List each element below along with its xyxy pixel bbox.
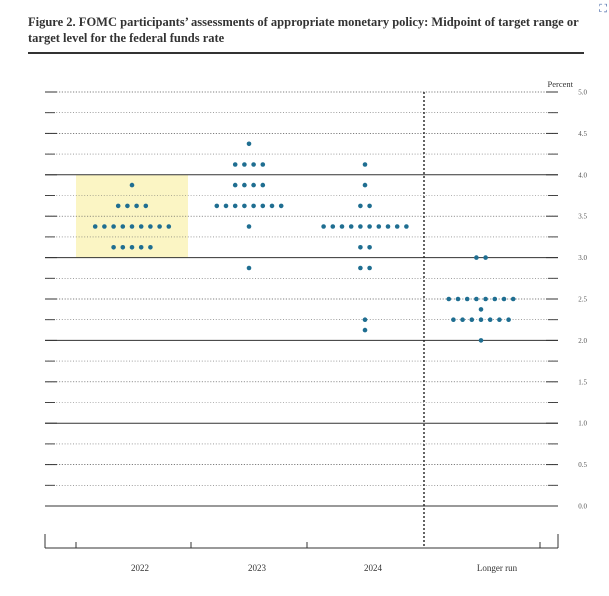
participant-dot bbox=[451, 317, 456, 323]
participant-dot bbox=[358, 203, 363, 209]
participant-dot bbox=[483, 255, 488, 260]
participant-dot bbox=[138, 224, 144, 229]
y-tick-label: 3.5 bbox=[578, 213, 587, 221]
participant-dot bbox=[358, 245, 363, 250]
participant-dot bbox=[138, 245, 144, 250]
participant-dot bbox=[111, 224, 116, 229]
participant-dot bbox=[134, 203, 139, 209]
participant-dot bbox=[120, 224, 126, 229]
participant-dot bbox=[510, 296, 516, 302]
participant-dot bbox=[483, 296, 488, 302]
x-category-label: 2022 bbox=[131, 563, 149, 573]
participant-dot bbox=[362, 317, 368, 323]
title-rule bbox=[28, 52, 584, 54]
participant-dot bbox=[376, 224, 382, 229]
participant-dot bbox=[166, 224, 172, 229]
participant-dot bbox=[362, 182, 368, 188]
participant-dot bbox=[367, 224, 372, 229]
participant-dot bbox=[474, 296, 479, 302]
participant-dot bbox=[125, 203, 130, 209]
participant-dot bbox=[385, 224, 391, 229]
participant-dot bbox=[157, 224, 162, 229]
participant-dot bbox=[367, 245, 372, 250]
participant-dot bbox=[464, 296, 470, 302]
participant-dot bbox=[246, 141, 252, 147]
participant-dot bbox=[260, 182, 266, 188]
participant-dot bbox=[214, 203, 220, 209]
participant-dot bbox=[501, 296, 507, 302]
participant-dot bbox=[129, 224, 135, 229]
participant-dot bbox=[446, 296, 452, 302]
participant-dot bbox=[478, 338, 484, 343]
participant-dot bbox=[260, 162, 266, 167]
participant-dot bbox=[362, 327, 368, 333]
participant-dot bbox=[487, 317, 493, 323]
participant-dot bbox=[120, 245, 126, 250]
participant-dot bbox=[469, 317, 475, 323]
participant-dot bbox=[362, 162, 368, 167]
participant-dot bbox=[92, 224, 98, 229]
participant-dot bbox=[478, 307, 484, 312]
expand-icon[interactable]: ⛶ bbox=[599, 2, 607, 15]
participant-dot bbox=[102, 224, 107, 229]
participant-dot bbox=[330, 224, 336, 229]
participant-dot bbox=[358, 224, 363, 229]
y-tick-label: 1.5 bbox=[578, 378, 587, 386]
participant-dot bbox=[269, 203, 275, 209]
participant-dot bbox=[251, 162, 256, 167]
y-tick-label: 5.0 bbox=[578, 89, 587, 97]
participant-dot bbox=[358, 265, 363, 271]
participant-dot bbox=[148, 224, 153, 229]
x-category-label: 2024 bbox=[364, 563, 383, 573]
participant-dot bbox=[321, 224, 326, 229]
participant-dot bbox=[404, 224, 409, 229]
x-category-label: Longer run bbox=[477, 563, 518, 573]
participant-dot bbox=[246, 224, 252, 229]
participant-dot bbox=[506, 317, 511, 323]
y-tick-label: 0.5 bbox=[578, 461, 587, 469]
y-tick-label: 4.5 bbox=[578, 130, 587, 138]
participant-dot bbox=[143, 203, 149, 209]
participant-dot bbox=[497, 317, 502, 323]
y-tick-label: 0.0 bbox=[578, 503, 587, 511]
participant-dot bbox=[474, 255, 479, 260]
participant-dot bbox=[251, 182, 256, 188]
participant-dot bbox=[348, 224, 354, 229]
participant-dot bbox=[455, 296, 461, 302]
participant-dot bbox=[148, 245, 153, 250]
participant-dot bbox=[223, 203, 229, 209]
participant-dot bbox=[232, 162, 238, 167]
y-tick-label: 2.5 bbox=[578, 296, 587, 304]
participant-dot bbox=[242, 203, 247, 209]
participant-dot bbox=[460, 317, 465, 323]
participant-dot bbox=[115, 203, 121, 209]
participant-dot bbox=[278, 203, 284, 209]
participant-dot bbox=[367, 203, 372, 209]
participant-dot bbox=[246, 265, 252, 271]
participant-dot bbox=[232, 182, 238, 188]
participant-dot bbox=[260, 203, 266, 209]
participant-dot bbox=[129, 245, 135, 250]
participant-dot bbox=[111, 245, 116, 250]
participant-dot bbox=[339, 224, 345, 229]
participant-dot bbox=[251, 203, 256, 209]
participant-dot bbox=[492, 296, 498, 302]
y-tick-label: 1.0 bbox=[578, 420, 587, 428]
participant-dot bbox=[242, 162, 247, 167]
participant-dot bbox=[232, 203, 238, 209]
dot-plot-chart: 5.0 4.5 4.0 3.5 3.0 2.5 2.0 1.5 1.0 0.5 0.0 2022 202… bbox=[44, 79, 588, 573]
x-category-label: 2023 bbox=[248, 563, 267, 573]
y-tick-label: 4.0 bbox=[578, 171, 587, 179]
y-tick-label: 3.0 bbox=[578, 254, 587, 262]
participant-dot bbox=[367, 265, 372, 271]
figure-title: Figure 2. FOMC participants’ assessments… bbox=[28, 15, 579, 45]
participant-dot bbox=[129, 182, 135, 188]
participant-dot bbox=[394, 224, 400, 229]
y-tick-label: 2.0 bbox=[578, 337, 587, 345]
participant-dot bbox=[478, 317, 484, 323]
participant-dot bbox=[242, 182, 247, 188]
y-axis-label: Percent bbox=[548, 79, 574, 89]
